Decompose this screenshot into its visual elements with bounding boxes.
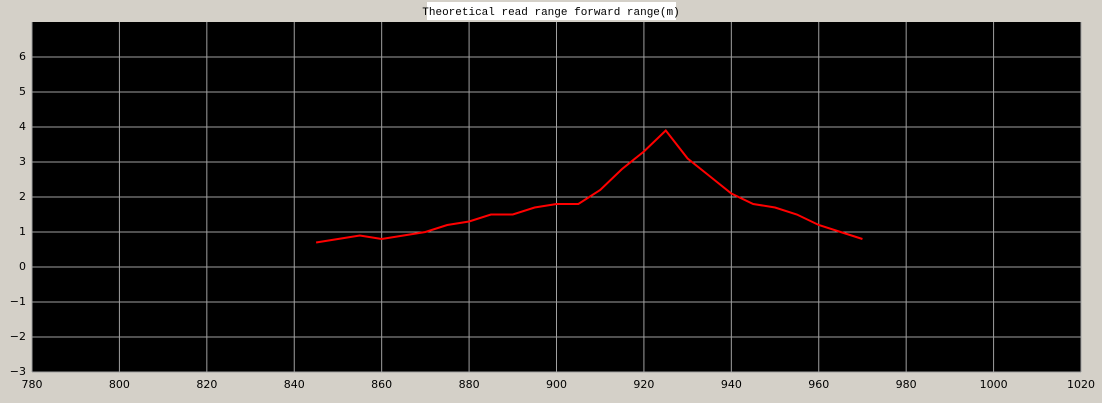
x-tick-label: 1000 (980, 378, 1008, 391)
x-tick-label: 940 (721, 378, 742, 391)
x-tick-label: 1020 (1067, 378, 1095, 391)
x-tick-label: 860 (371, 378, 392, 391)
y-tick-label: 2 (19, 190, 26, 203)
y-tick-label: 1 (19, 225, 26, 238)
y-tick-label: −1 (10, 295, 26, 308)
title-box (427, 2, 676, 20)
x-tick-label: 920 (633, 378, 654, 391)
y-tick-label: −3 (10, 365, 26, 378)
y-tick-label: 4 (19, 120, 26, 133)
y-tick-label: −2 (10, 330, 26, 343)
chart-title: Theoretical read range forward range(m) (422, 7, 679, 19)
x-tick-label: 820 (196, 378, 217, 391)
y-tick-label: 5 (19, 85, 26, 98)
x-tick-label: 840 (284, 378, 305, 391)
y-tick-label: 3 (19, 155, 26, 168)
data-line (315, 129, 863, 244)
x-tick-label: 960 (808, 378, 829, 391)
x-tick-label: 780 (22, 378, 43, 391)
x-tick-label: 900 (546, 378, 567, 391)
y-tick-label: 0 (19, 260, 26, 273)
x-tick-label: 800 (109, 378, 130, 391)
x-tick-label: 880 (459, 378, 480, 391)
x-tick-label: 980 (896, 378, 917, 391)
y-tick-label: 6 (19, 50, 26, 63)
